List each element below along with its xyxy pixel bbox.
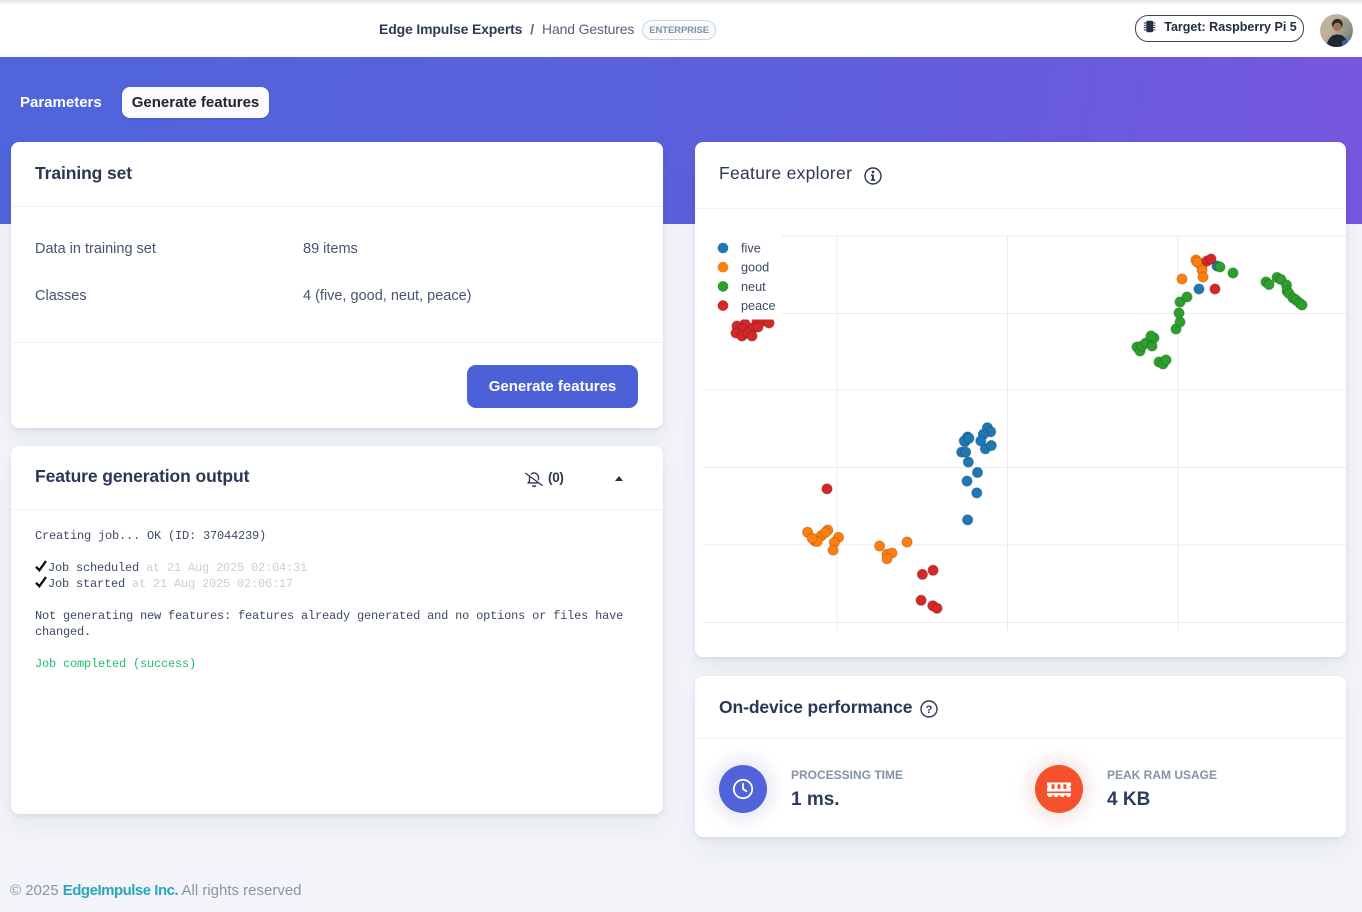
svg-text:five: five [741,242,761,256]
svg-text:good: good [741,261,769,275]
svg-text:neut: neut [741,280,766,294]
svg-text:peace: peace [741,299,776,313]
svg-text:?: ? [926,704,933,716]
